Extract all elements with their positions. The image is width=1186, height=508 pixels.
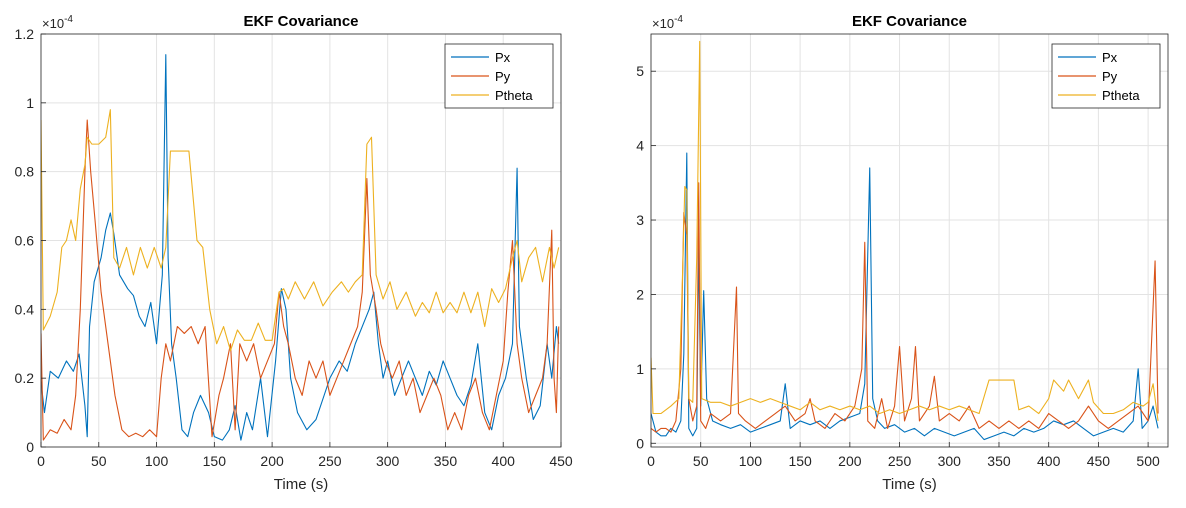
y-tick-label: 0.8 xyxy=(15,164,35,180)
legend-label-py: Py xyxy=(1102,69,1118,84)
y-tick-label: 2 xyxy=(636,286,644,302)
chart-title: EKF Covariance xyxy=(243,13,358,30)
x-tick-label: 0 xyxy=(37,453,45,469)
series-line-py xyxy=(651,182,1159,433)
x-tick-label: 400 xyxy=(1037,453,1061,469)
series-group xyxy=(41,54,560,441)
x-tick-label: 150 xyxy=(203,453,227,469)
x-tick-label: 100 xyxy=(145,453,169,469)
legend-label-ptheta: Ptheta xyxy=(1102,88,1140,103)
legend: Px Py Ptheta xyxy=(444,43,554,109)
legend-label-ptheta: Ptheta xyxy=(495,88,533,103)
y-tick-label: 0 xyxy=(26,439,34,455)
x-tick-label: 250 xyxy=(888,453,912,469)
series-line-ptheta xyxy=(651,40,1159,422)
y-exponent-power: -4 xyxy=(674,14,683,25)
series-line-ptheta xyxy=(41,109,560,352)
x-tick-label: 200 xyxy=(260,453,284,469)
y-tick-label: 1 xyxy=(26,95,34,111)
chart-title: EKF Covariance xyxy=(852,13,967,30)
x-tick-label: 100 xyxy=(739,453,763,469)
legend: Px Py Ptheta xyxy=(1051,43,1161,109)
series-group xyxy=(651,40,1159,441)
y-tick-label: 4 xyxy=(636,138,644,154)
y-tick-label: 1 xyxy=(636,361,644,377)
chart-right: 0 50 100 150 200 250 300 350 400 450 500012345×10-… xyxy=(636,13,1169,493)
x-tick-label: 400 xyxy=(492,453,516,469)
x-tick-label: 250 xyxy=(318,453,342,469)
series-line-py xyxy=(41,119,560,441)
x-tick-label: 350 xyxy=(987,453,1011,469)
y-tick-label: 0 xyxy=(636,435,644,451)
x-tick-label: 50 xyxy=(91,453,107,469)
x-tick-label: 300 xyxy=(938,453,962,469)
x-tick-label: 350 xyxy=(434,453,458,469)
series-line-px xyxy=(41,54,560,441)
x-tick-label: 200 xyxy=(838,453,862,469)
chart-left: 0 50 100 150 200 250 300 350 400 450 0 0.2 0.4 0.6 0.8… xyxy=(15,13,573,493)
y-tick-label: 1.2 xyxy=(15,26,35,42)
y-tick-label: 0.4 xyxy=(15,301,35,317)
y-tick-label: 3 xyxy=(636,212,644,228)
x-axis-label: Time (s) xyxy=(882,476,936,493)
axes-box xyxy=(650,33,1169,448)
y-tick-label: 0.2 xyxy=(15,370,35,386)
x-tick-label: 150 xyxy=(788,453,812,469)
x-tick-label: 500 xyxy=(1136,453,1160,469)
y-tick-label: 5 xyxy=(636,63,644,79)
x-tick-label: 0 xyxy=(647,453,655,469)
legend-label-px: Px xyxy=(495,50,511,65)
y-exponent-power: -4 xyxy=(64,14,73,25)
legend-label-px: Px xyxy=(1102,50,1118,65)
legend-label-py: Py xyxy=(495,69,511,84)
x-tick-label: 450 xyxy=(549,453,573,469)
x-tick-label: 450 xyxy=(1087,453,1111,469)
y-tick-label: 0.6 xyxy=(15,233,35,249)
x-tick-label: 50 xyxy=(693,453,709,469)
x-axis-label: Time (s) xyxy=(274,476,328,493)
x-tick-label: 300 xyxy=(376,453,400,469)
